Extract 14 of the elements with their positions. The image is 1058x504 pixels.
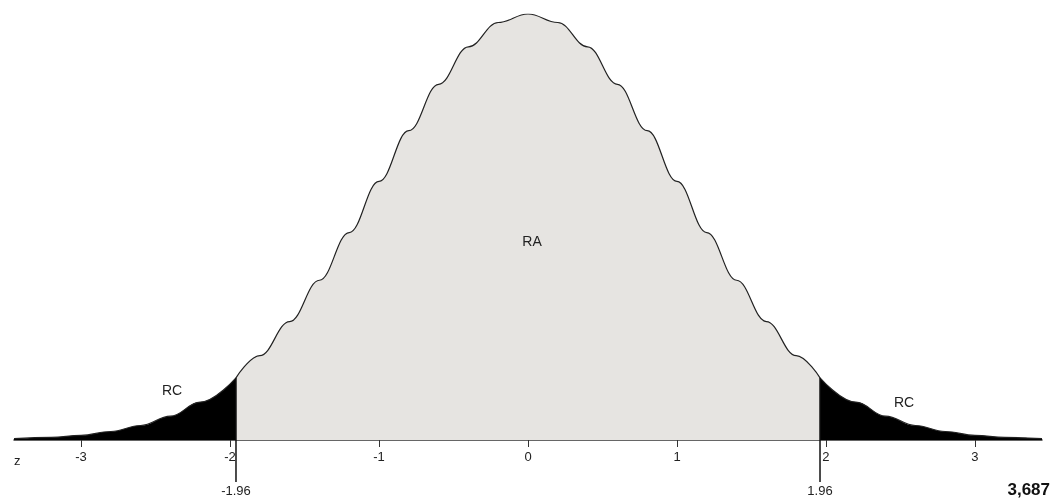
ref-line-label: -1.96 bbox=[221, 483, 251, 498]
x-tick-label: 3 bbox=[971, 449, 979, 464]
annotation: RA bbox=[522, 233, 543, 249]
x-tick-label: -2 bbox=[224, 449, 236, 464]
ref-line-label: 1.96 bbox=[807, 483, 833, 498]
x-tick-label: -1 bbox=[373, 449, 385, 464]
x-tick-label: 0 bbox=[524, 449, 532, 464]
annotation: RC bbox=[161, 382, 183, 398]
x-tick-label: -3 bbox=[75, 449, 87, 464]
x-axis-title: z bbox=[14, 453, 21, 468]
x-tick-label: 1 bbox=[673, 449, 681, 464]
text: 3,687 bbox=[1007, 480, 1051, 499]
x-tick-label: 2 bbox=[822, 449, 830, 464]
annotation: RC bbox=[893, 394, 915, 410]
